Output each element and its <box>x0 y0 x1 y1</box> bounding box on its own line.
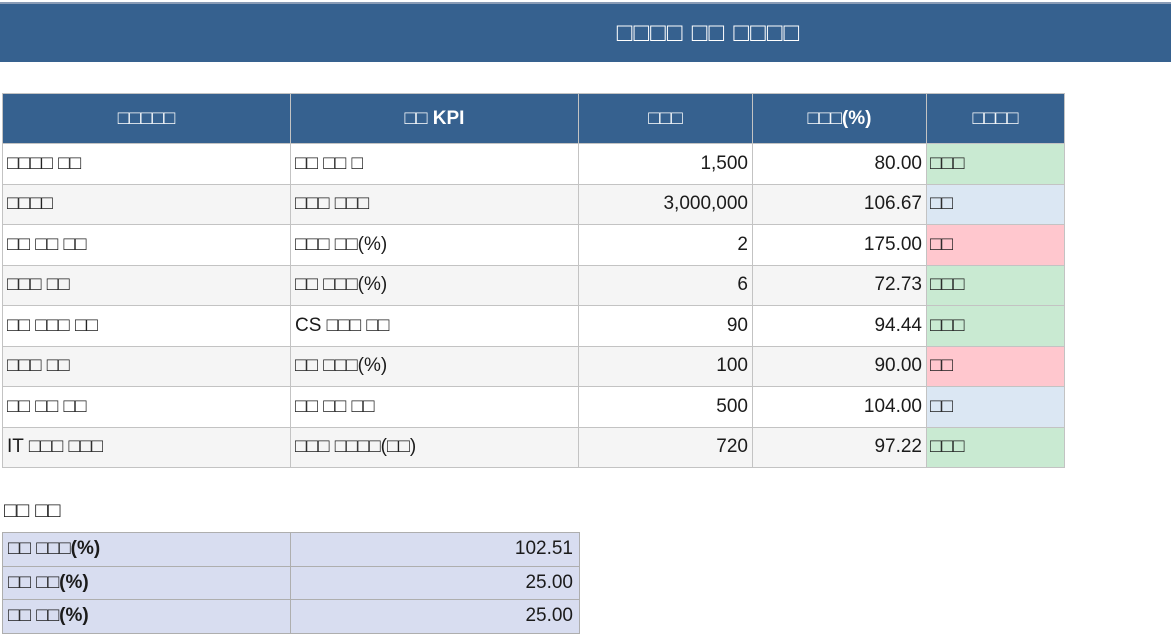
summary-row: □□ □□(%) 25.00 <box>2 599 580 634</box>
kpi-name-cell[interactable]: □□ □□□(%) <box>290 345 579 387</box>
kpi-table: □□□□□ □□ KPI □□□ □□□(%) □□□□ □□□□ □□ □□ … <box>2 93 1065 468</box>
status-cell[interactable]: □□□ <box>926 305 1065 347</box>
project-name-cell[interactable]: □□ □□ □□ <box>2 224 291 266</box>
status-cell[interactable]: □□□ <box>926 426 1065 468</box>
column-header-project[interactable]: □□□□□ <box>2 93 291 144</box>
table-row: □□ □□ □□ □□□ □□(%) 2 175.00 □□ <box>2 224 1065 266</box>
summary-row: □□ □□(%) 25.00 <box>2 565 580 600</box>
summary-label-cell[interactable]: □□ □□(%) <box>2 599 291 634</box>
title-bar: □□□□ □□ □□□□ <box>0 2 1171 62</box>
project-name-cell[interactable]: □□ □□□ □□ <box>2 305 291 347</box>
summary-value-cell[interactable]: 25.00 <box>290 565 580 600</box>
project-name-cell[interactable]: □□□ □□ <box>2 264 291 306</box>
table-row: □□ □□□ □□ CS □□□ □□ 90 94.44 □□□ <box>2 305 1065 347</box>
kpi-name-cell[interactable]: □□□ □□□□(□□) <box>290 426 579 468</box>
table-row: □□□ □□ □□ □□□(%) 6 72.73 □□□ <box>2 264 1065 306</box>
summary-label-cell[interactable]: □□ □□□(%) <box>2 532 291 567</box>
target-value-cell[interactable]: 500 <box>578 386 753 428</box>
kpi-name-cell[interactable]: □□ □□ □ <box>290 143 579 185</box>
target-value-cell[interactable]: 6 <box>578 264 753 306</box>
summary-table: □□ □□□(%) 102.51 □□ □□(%) 25.00 □□ □□(%)… <box>2 532 580 634</box>
achievement-rate-cell[interactable]: 175.00 <box>752 224 927 266</box>
kpi-name-cell[interactable]: □□ □□□(%) <box>290 264 579 306</box>
kpi-name-cell[interactable]: CS □□□ □□ <box>290 305 579 347</box>
column-header-status[interactable]: □□□□ <box>926 93 1065 144</box>
target-value-cell[interactable]: 2 <box>578 224 753 266</box>
project-name-cell[interactable]: □□ □□ □□ <box>2 386 291 428</box>
kpi-name-cell[interactable]: □□ □□ □□ <box>290 386 579 428</box>
achievement-rate-cell[interactable]: 72.73 <box>752 264 927 306</box>
column-header-rate[interactable]: □□□(%) <box>752 93 927 144</box>
column-header-target[interactable]: □□□ <box>578 93 753 144</box>
kpi-table-header-row: □□□□□ □□ KPI □□□ □□□(%) □□□□ <box>2 93 1065 144</box>
page-title: □□□□ □□ □□□□ <box>616 17 801 47</box>
target-value-cell[interactable]: 100 <box>578 345 753 387</box>
column-header-kpi[interactable]: □□ KPI <box>290 93 579 144</box>
target-value-cell[interactable]: 90 <box>578 305 753 347</box>
status-cell[interactable]: □□□ <box>926 264 1065 306</box>
achievement-rate-cell[interactable]: 104.00 <box>752 386 927 428</box>
table-row: □□ □□ □□ □□ □□ □□ 500 104.00 □□ <box>2 386 1065 428</box>
summary-row: □□ □□□(%) 102.51 <box>2 532 580 567</box>
summary-section-title: □□ □□ <box>4 499 61 522</box>
summary-value-cell[interactable]: 102.51 <box>290 532 580 567</box>
project-name-cell[interactable]: □□□ □□ <box>2 345 291 387</box>
achievement-rate-cell[interactable]: 80.00 <box>752 143 927 185</box>
table-row: □□□ □□ □□ □□□(%) 100 90.00 □□ <box>2 345 1065 387</box>
summary-value-cell[interactable]: 25.00 <box>290 599 580 634</box>
achievement-rate-cell[interactable]: 94.44 <box>752 305 927 347</box>
kpi-name-cell[interactable]: □□□ □□(%) <box>290 224 579 266</box>
project-name-cell[interactable]: IT □□□ □□□ <box>2 426 291 468</box>
table-row: IT □□□ □□□ □□□ □□□□(□□) 720 97.22 □□□ <box>2 426 1065 468</box>
target-value-cell[interactable]: 3,000,000 <box>578 183 753 225</box>
target-value-cell[interactable]: 1,500 <box>578 143 753 185</box>
status-cell[interactable]: □□ <box>926 224 1065 266</box>
kpi-name-cell[interactable]: □□□ □□□ <box>290 183 579 225</box>
status-cell[interactable]: □□ <box>926 345 1065 387</box>
status-cell[interactable]: □□ <box>926 183 1065 225</box>
project-name-cell[interactable]: □□□□ □□ <box>2 143 291 185</box>
achievement-rate-cell[interactable]: 97.22 <box>752 426 927 468</box>
summary-label-cell[interactable]: □□ □□(%) <box>2 565 291 600</box>
table-row: □□□□ □□□ □□□ 3,000,000 106.67 □□ <box>2 183 1065 225</box>
status-cell[interactable]: □□□ <box>926 143 1065 185</box>
achievement-rate-cell[interactable]: 106.67 <box>752 183 927 225</box>
table-row: □□□□ □□ □□ □□ □ 1,500 80.00 □□□ <box>2 143 1065 185</box>
target-value-cell[interactable]: 720 <box>578 426 753 468</box>
project-name-cell[interactable]: □□□□ <box>2 183 291 225</box>
achievement-rate-cell[interactable]: 90.00 <box>752 345 927 387</box>
status-cell[interactable]: □□ <box>926 386 1065 428</box>
